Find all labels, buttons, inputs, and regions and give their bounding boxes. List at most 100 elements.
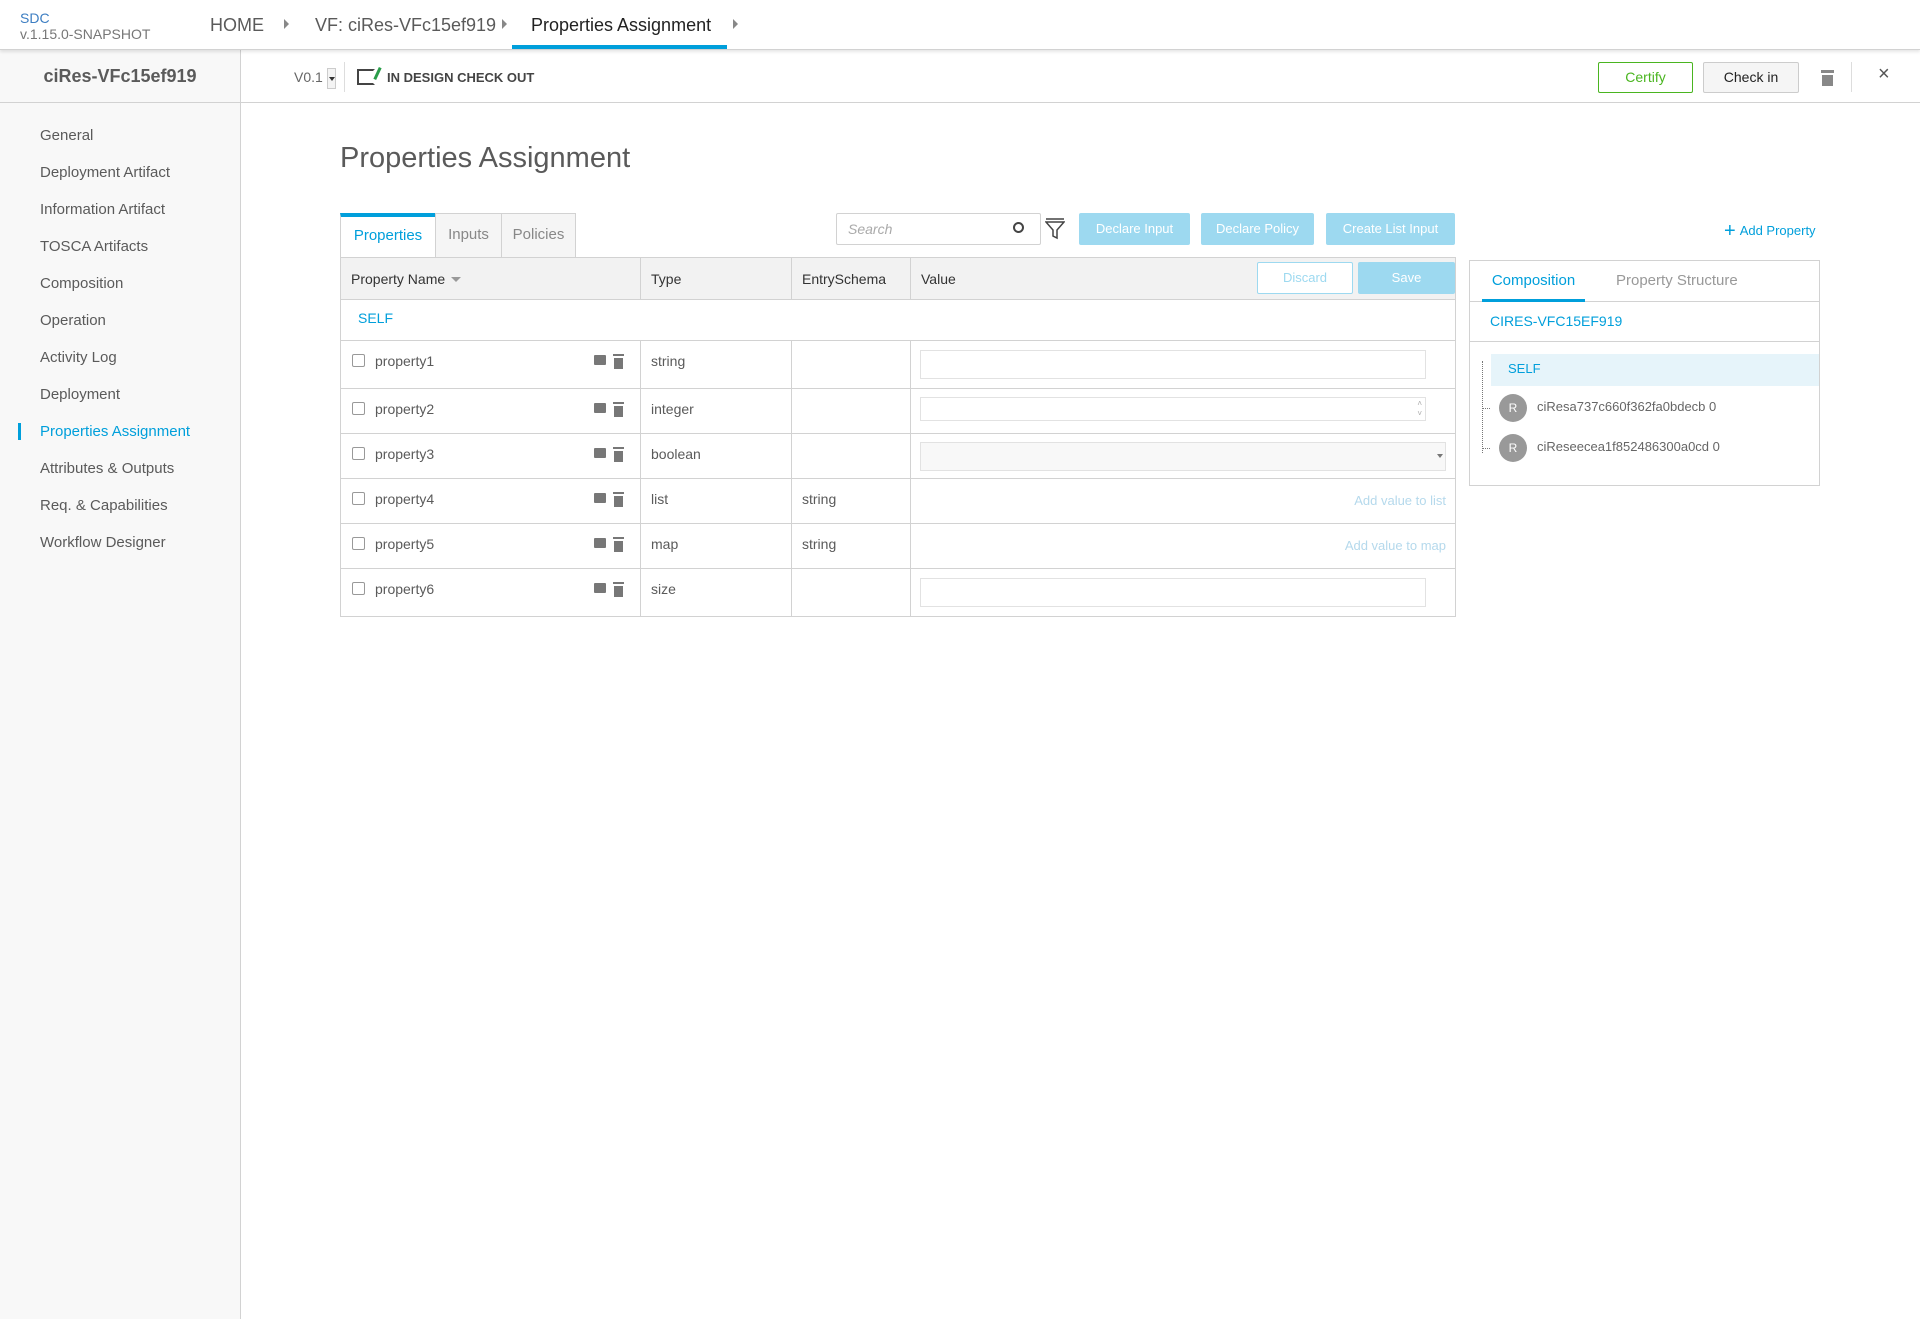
tree-instance[interactable]: R ciReseecea1f852486300a0cd 0 xyxy=(1482,433,1812,463)
row-checkbox[interactable] xyxy=(352,402,365,415)
property-name: property1 xyxy=(375,353,435,369)
add-property-button[interactable]: + Add Property xyxy=(1724,220,1816,243)
tree-self[interactable]: SELF xyxy=(1491,354,1819,386)
sidebar-item-attributes-outputs[interactable]: Attributes & Outputs xyxy=(40,460,175,477)
sidebar-item-information-artifact[interactable]: Information Artifact xyxy=(40,201,166,218)
type-cell: integer xyxy=(641,389,792,433)
add-value-link[interactable]: Add value to list xyxy=(1354,493,1446,508)
sidebar-item-operation[interactable]: Operation xyxy=(40,312,106,329)
resource-badge: R xyxy=(1499,394,1527,422)
sidebar-item-workflow-designer[interactable]: Workflow Designer xyxy=(40,534,166,551)
breadcrumb-current[interactable]: Properties Assignment xyxy=(531,15,712,35)
sidebar-item-activity-log[interactable]: Activity Log xyxy=(40,349,117,366)
breadcrumb-vf[interactable]: VF: ciRes-VFc15ef919 xyxy=(315,15,497,35)
schema-cell: string xyxy=(792,479,911,523)
comment-icon[interactable] xyxy=(594,355,606,365)
delete-trash-icon[interactable] xyxy=(1821,70,1834,86)
search-icon[interactable] xyxy=(1013,222,1024,233)
save-button[interactable]: Save xyxy=(1358,262,1455,294)
group-self[interactable]: SELF xyxy=(358,310,394,326)
declare-input-button[interactable]: Declare Input xyxy=(1079,213,1190,245)
sort-down-icon[interactable] xyxy=(451,277,462,282)
property-name: property6 xyxy=(375,581,435,597)
sidebar-item-req-capabilities[interactable]: Req. & Capabilities xyxy=(40,497,168,514)
close-icon[interactable]: × xyxy=(1878,63,1890,85)
row-checkbox[interactable] xyxy=(352,447,365,460)
plus-icon: + xyxy=(1724,220,1736,242)
tab-properties[interactable]: Properties xyxy=(340,213,435,257)
stepper-icon[interactable]: ˄ ˅ xyxy=(1417,399,1422,418)
row-checkbox[interactable] xyxy=(352,492,365,505)
sidebar-item-deployment-artifact[interactable]: Deployment Artifact xyxy=(40,164,171,181)
property-name: property3 xyxy=(375,446,435,462)
value-select[interactable] xyxy=(920,442,1446,471)
sidebar: ciRes-VFc15ef919 General Deployment Artif… xyxy=(0,50,241,1319)
value-input[interactable] xyxy=(920,578,1426,607)
comment-icon[interactable] xyxy=(594,493,606,503)
trash-icon[interactable] xyxy=(613,354,624,369)
breadcrumb-home[interactable]: HOME xyxy=(210,15,264,35)
tree-instance[interactable]: R ciResa737c660f362fa0bdecb 0 xyxy=(1482,393,1812,423)
tab-property-structure[interactable]: Property Structure xyxy=(1616,272,1738,289)
value-input[interactable]: ˄ ˅ xyxy=(920,397,1426,421)
chevron-right-icon xyxy=(284,19,289,29)
filter-icon[interactable] xyxy=(1045,218,1065,240)
version-select[interactable]: V0.1 xyxy=(294,69,323,85)
composition-panel: Composition Property Structure CIRES-VFC… xyxy=(1469,260,1820,486)
declare-policy-button[interactable]: Declare Policy xyxy=(1201,213,1314,245)
table-row: property4 list string Add value to list xyxy=(341,478,1456,523)
tab-policies[interactable]: Policies xyxy=(502,213,576,257)
trash-icon[interactable] xyxy=(613,537,624,552)
lifecycle-status: IN DESIGN CHECK OUT xyxy=(387,70,535,85)
comment-icon[interactable] xyxy=(594,583,606,593)
component-name[interactable]: CIRES-VFC15EF919 xyxy=(1470,302,1819,342)
trash-icon[interactable] xyxy=(613,492,624,507)
table-row: property3 boolean xyxy=(341,433,1456,478)
value-cell: ˄ ˅ xyxy=(911,389,1456,433)
schema-cell: string xyxy=(792,524,911,568)
sidebar-item-tosca-artifacts[interactable]: TOSCA Artifacts xyxy=(40,238,149,255)
table-row: property2 integer ˄ ˅ xyxy=(341,388,1456,433)
version-dropdown-icon[interactable] xyxy=(327,68,336,89)
comment-icon[interactable] xyxy=(594,538,606,548)
brand: SDC xyxy=(20,10,50,26)
col-property-name[interactable]: Property Name xyxy=(341,258,641,300)
discard-button[interactable]: Discard xyxy=(1257,262,1353,294)
trash-icon[interactable] xyxy=(613,582,624,597)
tabs: Properties Inputs Policies xyxy=(340,213,576,257)
trash-icon[interactable] xyxy=(613,402,624,417)
name-cell: property3 xyxy=(341,434,641,478)
schema-cell xyxy=(792,569,911,617)
trash-icon[interactable] xyxy=(613,447,624,462)
add-value-link[interactable]: Add value to map xyxy=(1344,538,1446,553)
name-cell: property5 xyxy=(341,524,641,568)
type-cell: boolean xyxy=(641,434,792,478)
version-label: v.1.15.0-SNAPSHOT xyxy=(20,26,151,42)
instance-name: ciReseecea1f852486300a0cd 0 xyxy=(1537,439,1720,454)
check-in-button[interactable]: Check in xyxy=(1703,62,1799,93)
name-cell: property4 xyxy=(341,479,641,523)
value-input[interactable] xyxy=(920,350,1426,379)
row-checkbox[interactable] xyxy=(352,354,365,367)
comment-icon[interactable] xyxy=(594,403,606,413)
col-value: Value xyxy=(921,271,956,287)
sidebar-item-properties-assignment[interactable]: Properties Assignment xyxy=(40,423,191,440)
value-cell: Add value to map xyxy=(911,524,1456,568)
certify-button[interactable]: Certify xyxy=(1598,62,1693,93)
comment-icon[interactable] xyxy=(594,448,606,458)
search-input[interactable]: Search xyxy=(836,213,1041,245)
top-bar: SDC v.1.15.0-SNAPSHOT HOME VF: ciRes-VFc… xyxy=(0,0,1920,50)
row-checkbox[interactable] xyxy=(352,582,365,595)
property-name: property5 xyxy=(375,536,435,552)
sidebar-item-general[interactable]: General xyxy=(40,127,94,144)
row-checkbox[interactable] xyxy=(352,537,365,550)
sidebar-title: ciRes-VFc15ef919 xyxy=(0,50,240,103)
tab-composition[interactable]: Composition xyxy=(1482,261,1585,302)
value-cell xyxy=(911,434,1456,478)
name-cell: property2 xyxy=(341,389,641,433)
create-list-input-button[interactable]: Create List Input xyxy=(1326,213,1455,245)
tab-inputs[interactable]: Inputs xyxy=(435,213,502,257)
sidebar-item-deployment[interactable]: Deployment xyxy=(40,386,121,403)
value-cell xyxy=(911,569,1456,617)
sidebar-item-composition[interactable]: Composition xyxy=(40,275,124,292)
